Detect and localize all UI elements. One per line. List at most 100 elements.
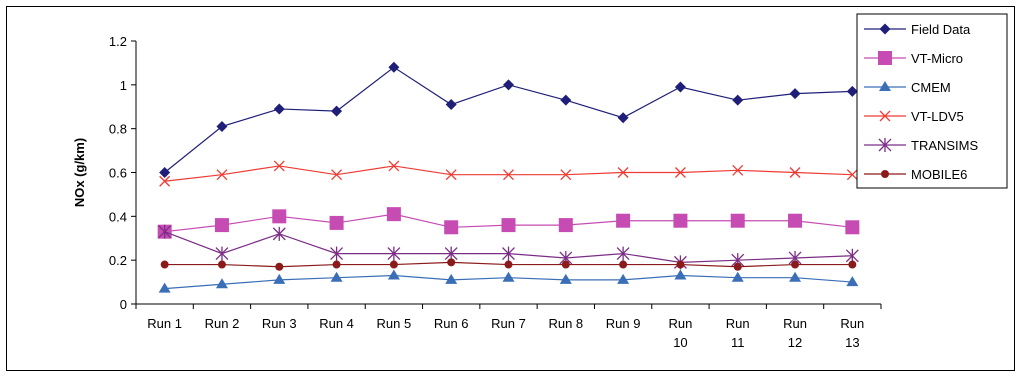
data-point-vt-micro: [730, 213, 745, 228]
axes: 0 0.2 0.4 0.6 0.8 1 1.2 Run 1 Run 2 Run 3 Run 4 Run…: [72, 34, 882, 350]
legend-box: [856, 13, 1008, 189]
data-point-cmem: [846, 276, 859, 287]
y-axis-title: NOx (g/km): [72, 138, 87, 207]
data-point-mobile6: [275, 262, 284, 271]
data-point-mobile6: [733, 262, 742, 271]
data-point-field-data: [732, 94, 744, 106]
data-point-mobile6: [504, 260, 513, 269]
y-tick-label: 0.6: [109, 166, 127, 181]
data-point-vt-ldv5: [445, 169, 457, 181]
data-point-transims: [502, 246, 515, 261]
legend: Field Data VT-Micro CMEM VT-LDV5 TRANSIMS MOB…: [856, 13, 1008, 189]
y-tick-label: 1: [120, 78, 127, 93]
data-point-transims: [387, 246, 401, 261]
x-tick-label: Run 11: [726, 316, 750, 350]
legend-label: VT-Micro: [911, 51, 963, 66]
data-point-vt-ldv5: [216, 169, 228, 181]
legend-label: MOBILE6: [911, 167, 967, 182]
data-point-transims: [330, 246, 344, 261]
series-line-vt-ldv5: [164, 165, 853, 182]
data-point-field-data: [789, 88, 801, 100]
data-point-field-data: [273, 103, 285, 115]
data-point-cmem: [215, 278, 228, 289]
data-point-mobile6: [791, 260, 800, 269]
data-point-vt-ldv5: [331, 169, 343, 181]
data-point-field-data: [846, 85, 858, 97]
data-point-cmem: [674, 269, 687, 280]
data-point-field-data: [216, 120, 228, 132]
x-tick-label: Run 12: [783, 316, 807, 350]
data-point-vt-micro: [558, 218, 573, 233]
legend-label: CMEM: [911, 80, 951, 95]
legend-item-mobile6: MOBILE6: [864, 167, 967, 182]
x-tick-label: Run 8: [548, 316, 583, 331]
data-point-vt-micro: [788, 213, 803, 228]
data-point-mobile6: [447, 258, 456, 267]
data-point-vt-ldv5: [273, 160, 285, 172]
data-point-cmem: [502, 271, 515, 282]
series-field-data: [159, 61, 858, 178]
legend-item-field-data: Field Data: [864, 22, 971, 37]
y-tick-label: 0.4: [109, 209, 127, 224]
data-point-vt-micro: [673, 213, 688, 228]
data-point-vt-ldv5: [388, 160, 400, 172]
y-tick-label: 0: [120, 297, 127, 312]
data-point-vt-ldv5: [789, 167, 801, 178]
data-point-field-data: [560, 94, 572, 106]
data-point-vt-micro: [329, 215, 344, 230]
x-tick-label: Run 7: [491, 316, 526, 331]
x-tick-label: Run 3: [262, 316, 297, 331]
data-point-cmem: [273, 273, 286, 284]
series-cmem: [158, 269, 859, 293]
legend-item-vt-micro: VT-Micro: [864, 51, 963, 66]
data-point-field-data: [617, 112, 629, 124]
data-point-vt-micro: [845, 220, 860, 235]
legend-label: VT-LDV5: [911, 109, 964, 124]
data-point-field-data: [388, 61, 400, 73]
data-point-vt-micro: [444, 220, 459, 235]
x-tick-label: Run 6: [434, 316, 469, 331]
data-point-vt-ldv5: [674, 167, 686, 178]
data-point-field-data: [503, 79, 514, 91]
legend-marker: [881, 170, 889, 178]
data-point-field-data: [331, 105, 343, 117]
series-vt-micro: [157, 207, 860, 239]
data-point-cmem: [617, 273, 630, 284]
data-point-transims: [215, 246, 229, 261]
data-point-transims: [272, 226, 286, 241]
data-point-mobile6: [561, 260, 570, 269]
data-point-field-data: [674, 81, 686, 93]
data-point-cmem: [559, 273, 572, 284]
data-point-mobile6: [217, 260, 226, 269]
data-point-transims: [444, 246, 458, 261]
data-point-cmem: [445, 273, 458, 284]
x-tick-label: Run 4: [319, 316, 354, 331]
legend-marker: [878, 138, 892, 152]
x-tick-label: Run 5: [377, 316, 412, 331]
data-point-mobile6: [619, 260, 628, 269]
data-point-mobile6: [848, 260, 857, 269]
data-point-mobile6: [676, 260, 685, 269]
legend-marker: [879, 110, 891, 122]
legend-marker: [878, 51, 892, 65]
legend-label: Field Data: [911, 22, 971, 37]
data-point-vt-ldv5: [159, 175, 171, 187]
x-tick-label: Run 1: [147, 316, 182, 331]
series-vt-ldv5: [159, 160, 858, 187]
series-layer: [157, 61, 860, 293]
legend-item-vt-ldv5: VT-LDV5: [864, 109, 964, 124]
data-point-vt-ldv5: [617, 167, 629, 178]
data-point-cmem: [731, 271, 744, 282]
legend-label: TRANSIMS: [911, 138, 979, 153]
data-point-vt-micro: [616, 213, 631, 228]
x-tick-label: Run 9: [606, 316, 641, 331]
data-point-mobile6: [389, 260, 398, 269]
series-mobile6: [160, 258, 857, 271]
data-point-vt-micro: [214, 218, 229, 233]
data-point-vt-micro: [272, 209, 287, 224]
data-point-vt-micro: [501, 218, 516, 233]
data-point-cmem: [789, 271, 802, 282]
y-tick-label: 0.8: [109, 122, 127, 137]
data-point-transims: [158, 224, 172, 239]
data-point-vt-ldv5: [503, 169, 514, 181]
